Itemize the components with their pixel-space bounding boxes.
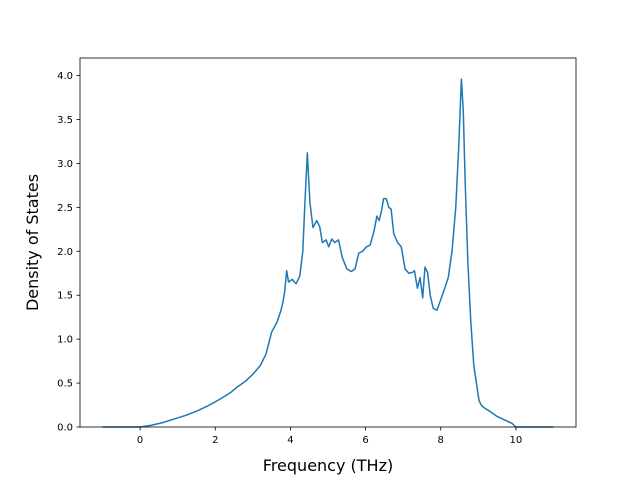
y-tick-label: 3.0	[57, 159, 73, 170]
y-tick-label: 2.5	[57, 203, 73, 214]
x-axis-label: Frequency (THz)	[263, 456, 393, 475]
y-tick-label: 4.0	[57, 71, 73, 82]
y-axis-label: Density of States	[23, 174, 42, 311]
y-tick-label: 0.5	[57, 379, 73, 390]
x-tick-label: 2	[212, 435, 218, 446]
x-tick-label: 0	[137, 435, 143, 446]
plot-frame	[79, 57, 577, 428]
x-tick-label: 10	[510, 435, 523, 446]
dos-series-line	[102, 78, 554, 428]
plot-area	[102, 78, 554, 428]
x-tick-label: 8	[438, 435, 444, 446]
x-tick-label: 6	[362, 435, 368, 446]
y-tick-label: 2.0	[57, 247, 73, 258]
y-tick-label: 1.0	[57, 335, 73, 346]
y-tick-label: 3.5	[57, 115, 73, 126]
x-tick-label: 4	[287, 435, 293, 446]
axis-ticks: 0 2 4 6 8 10 0.0 0.5 1.0 1.5 2.0 2.5 3.0 3.5 4.0	[57, 71, 522, 446]
y-tick-label: 0.0	[57, 423, 73, 434]
y-tick-label: 1.5	[57, 291, 73, 302]
